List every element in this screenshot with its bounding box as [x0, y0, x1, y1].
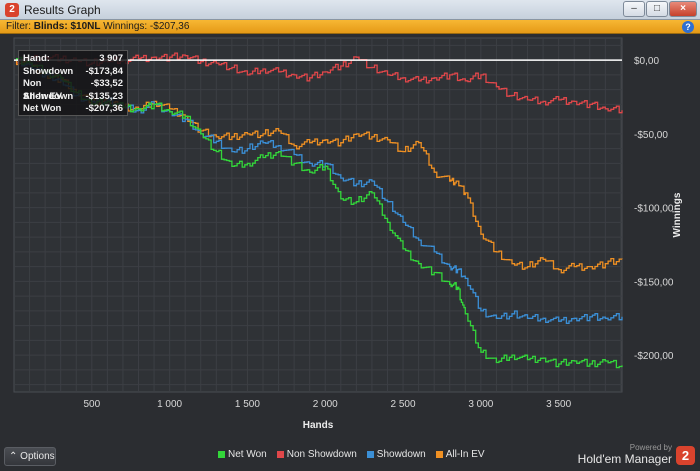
title-bar: 2 Results Graph – □ ×: [0, 0, 700, 20]
x-tick-label: 1 000: [157, 399, 182, 410]
stat-row-all-in-ev: All-In EV -$135,23: [23, 90, 123, 102]
maximize-button[interactable]: □: [646, 1, 668, 17]
y-tick-label: -$200,00: [634, 351, 674, 362]
x-tick-label: 500: [83, 399, 100, 410]
stats-tooltip: Hand: 3 907 Showdown -$173,84 Non Showdown…: [18, 50, 128, 116]
stat-row-showdown: Showdown -$173,84: [23, 65, 123, 77]
x-tick-label: 1 500: [235, 399, 260, 410]
y-tick-label: -$50,00: [634, 130, 668, 141]
filter-winnings: Winnings: -$207,36: [100, 21, 190, 32]
options-button[interactable]: ⌃ Options: [4, 447, 56, 466]
minimize-button[interactable]: –: [623, 1, 645, 17]
x-tick-label: 2 000: [313, 399, 338, 410]
chart-legend: Net Won Non Showdown Showdown All-In EV: [218, 449, 485, 460]
y-tick-label: -$100,00: [634, 204, 674, 215]
brand-name: Hold'em Manager: [577, 452, 672, 466]
x-tick-label: 3 000: [468, 399, 493, 410]
help-icon[interactable]: ?: [682, 21, 694, 33]
filter-prefix: Filter:: [6, 21, 34, 32]
legend-swatch: [366, 451, 374, 458]
chevron-up-icon: ⌃: [9, 451, 18, 462]
y-tick-label: -$150,00: [634, 277, 674, 288]
legend-item-showdown[interactable]: Showdown: [366, 449, 426, 460]
window-title: Results Graph: [24, 3, 101, 17]
legend-swatch: [435, 451, 443, 458]
stat-row-hand: Hand: 3 907: [23, 53, 123, 64]
powered-by-label: Powered by: [629, 443, 672, 452]
filter-blinds: Blinds: $10NL: [33, 21, 101, 32]
x-tick-label: 2 500: [391, 399, 416, 410]
stat-row-net-won: Net Won -$207,36: [23, 103, 123, 114]
legend-item-non-showdown[interactable]: Non Showdown: [276, 449, 357, 460]
results-chart: 500 1 000 1 500 2 000 2 500 3 000 3 500 $0,00 -$…: [0, 34, 700, 440]
legend-swatch: [276, 451, 284, 458]
legend-item-net-won[interactable]: Net Won: [218, 449, 267, 460]
filter-text: Filter: Blinds: $10NL Winnings: -$207,36: [6, 21, 189, 32]
options-label: Options: [20, 451, 55, 462]
brand-logo-icon: 2: [676, 446, 695, 465]
y-axis-label: Winnings: [672, 192, 683, 237]
results-chart-svg: 500 1 000 1 500 2 000 2 500 3 000 3 500 $0,00 -$…: [13, 37, 683, 431]
powered-by: Powered by Hold'em Manager: [578, 443, 672, 466]
legend-item-all-in-ev[interactable]: All-In EV: [435, 449, 485, 460]
x-tick-label: 3 500: [546, 399, 571, 410]
filter-bar: Filter: Blinds: $10NL Winnings: -$207,36…: [0, 20, 700, 34]
legend-swatch: [218, 451, 225, 458]
app-logo-icon: 2: [5, 3, 19, 17]
y-tick-label: $0,00: [634, 56, 659, 67]
stat-row-non-showdown: Non Showdown -$33,52: [23, 78, 123, 102]
close-button[interactable]: ×: [669, 1, 697, 17]
bottom-bar: ⌃ Options Net Won Non Showdown Showdown …: [0, 443, 700, 471]
x-axis-label: Hands: [303, 420, 334, 431]
